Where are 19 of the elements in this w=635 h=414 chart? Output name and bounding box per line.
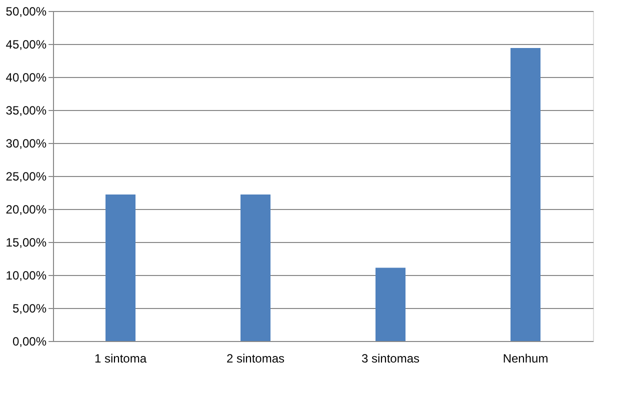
y-tick-label: 5,00% — [12, 302, 47, 316]
y-tick-label: 30,00% — [6, 136, 47, 150]
x-tick-label: Nenhum — [502, 352, 548, 366]
y-tick-label: 45,00% — [6, 38, 47, 52]
bar — [510, 48, 540, 341]
y-tick-label: 50,00% — [6, 4, 47, 18]
bar — [240, 194, 270, 341]
x-tick-label: 3 sintomas — [361, 352, 420, 366]
y-tick-label: 40,00% — [6, 70, 47, 84]
x-tick-label: 2 sintomas — [226, 352, 285, 366]
y-tick-label: 20,00% — [6, 202, 47, 216]
y-tick-label: 0,00% — [12, 334, 47, 348]
bar — [376, 268, 406, 341]
y-tick-label: 35,00% — [6, 104, 47, 118]
y-tick-label: 15,00% — [6, 236, 47, 250]
bar — [106, 194, 136, 341]
y-tick-label: 10,00% — [6, 268, 47, 282]
x-tick-label: 1 sintoma — [94, 352, 147, 366]
y-tick-label: 25,00% — [6, 170, 47, 184]
